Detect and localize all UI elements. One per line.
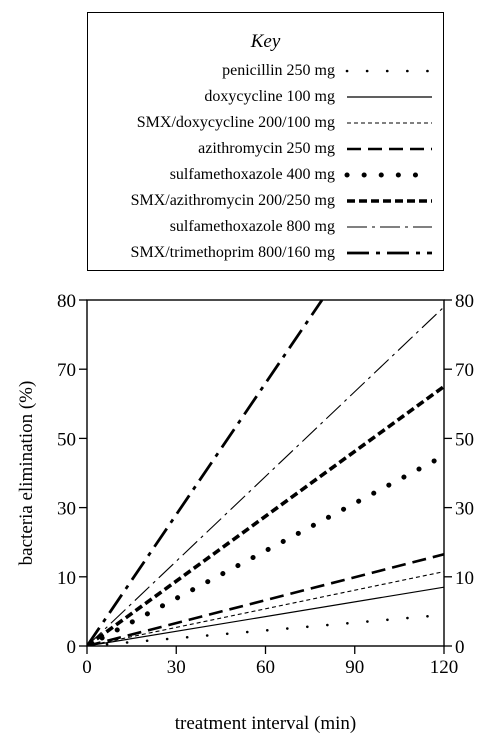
legend-item: SMX/doxycycline 200/100 mg: [88, 113, 443, 137]
legend-swatch: [347, 122, 432, 124]
legend-item: penicillin 250 mg: [88, 61, 443, 85]
y-tick-label-left: 50: [57, 429, 76, 450]
legend-swatch: [347, 96, 432, 98]
legend-label: penicillin 250 mg: [222, 62, 335, 79]
y-tick-label-left: 80: [57, 291, 76, 312]
y-tick-label-right: 50: [455, 429, 474, 450]
y-tick-label-left: 70: [57, 360, 76, 381]
x-tick-label: 0: [82, 657, 92, 678]
legend-label: sulfamethoxazole 800 mg: [169, 218, 335, 235]
legend-item: SMX/trimethoprim 800/160 mg: [88, 243, 443, 267]
y-tick-label-right: 80: [455, 291, 474, 312]
legend-item: azithromycin 250 mg: [88, 139, 443, 163]
x-axis-label: treatment interval (min): [175, 713, 356, 734]
legend-swatch: [344, 172, 435, 178]
legend-swatch: [347, 226, 432, 228]
x-tick-label: 90: [345, 657, 364, 678]
legend-label: doxycycline 100 mg: [204, 88, 335, 105]
legend-item: sulfamethoxazole 800 mg: [88, 217, 443, 241]
x-tick-label: 120: [430, 657, 459, 678]
y-tick-label-right: 30: [455, 499, 474, 520]
legend-item: SMX/azithromycin 200/250 mg: [88, 191, 443, 215]
legend-item: sulfamethoxazole 400 mg: [88, 165, 443, 189]
plot-frame: [86, 299, 445, 647]
legend-label: SMX/trimethoprim 800/160 mg: [130, 244, 335, 261]
legend-swatch: [347, 147, 432, 151]
series-line-7: [87, 306, 444, 646]
series-line-1: [87, 613, 444, 646]
chart-legend: Key penicillin 250 mg doxycycline 100 mg S…: [87, 12, 444, 271]
y-tick-label-left: 30: [57, 499, 76, 520]
series-line-4: [87, 553, 444, 646]
legend-label: sulfamethoxazole 400 mg: [169, 166, 335, 183]
legend-label: azithromycin 250 mg: [198, 140, 335, 157]
legend-label: SMX/doxycycline 200/100 mg: [136, 114, 335, 131]
legend-swatch: [347, 199, 432, 203]
y-tick-label-left: 10: [57, 568, 76, 589]
series-line-8: [87, 300, 324, 646]
legend-item: doxycycline 100 mg: [88, 87, 443, 111]
y-tick-label-right: 10: [455, 568, 474, 589]
y-tick-label-right: 0: [455, 637, 465, 658]
legend-label: SMX/azithromycin 200/250 mg: [130, 192, 335, 209]
y-tick-label-right: 70: [455, 360, 474, 381]
series-line-5: [87, 453, 444, 646]
y-tick-label-left: 0: [67, 637, 77, 658]
legend-title: Key: [250, 31, 281, 52]
series-line-6: [87, 385, 444, 646]
series-line-3: [87, 571, 444, 646]
x-tick-label: 30: [167, 657, 186, 678]
legend-swatch: [347, 251, 432, 255]
x-tick-label: 60: [256, 657, 275, 678]
y-axis-label: bacteria elimination (%): [16, 381, 37, 566]
series-line-2: [87, 586, 444, 646]
